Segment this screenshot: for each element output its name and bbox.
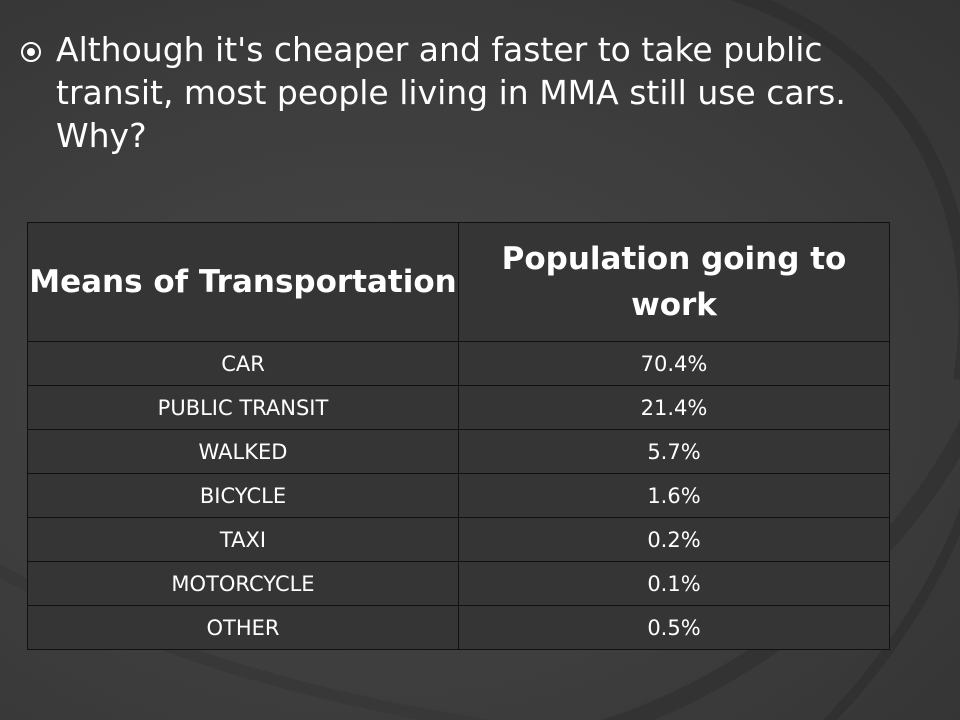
share-cell: 21.4% (458, 385, 890, 430)
table-row: PUBLIC TRANSIT 21.4% (27, 385, 890, 430)
mode-cell: BICYCLE (27, 473, 459, 518)
header-population-going-to-work: Population going to work (458, 222, 890, 342)
bullet-point: Although it's cheaper and faster to take… (20, 28, 920, 157)
share-cell: 70.4% (458, 341, 890, 386)
mode-cell: CAR (27, 341, 459, 386)
transportation-table: Means of Transportation Population going… (27, 222, 890, 650)
table-row: BICYCLE 1.6% (27, 473, 890, 518)
share-cell: 0.2% (458, 517, 890, 562)
header-means-of-transportation: Means of Transportation (27, 222, 459, 342)
table-row: MOTORCYCLE 0.1% (27, 561, 890, 606)
bullet-text: Although it's cheaper and faster to take… (56, 30, 846, 155)
table-row: WALKED 5.7% (27, 429, 890, 474)
table-row: CAR 70.4% (27, 341, 890, 386)
circled-dot-icon (21, 42, 41, 62)
mode-cell: WALKED (27, 429, 459, 474)
table-header-row: Means of Transportation Population going… (27, 222, 890, 342)
mode-cell: PUBLIC TRANSIT (27, 385, 459, 430)
table-row: OTHER 0.5% (27, 605, 890, 650)
table-row: TAXI 0.2% (27, 517, 890, 562)
share-cell: 5.7% (458, 429, 890, 474)
share-cell: 0.1% (458, 561, 890, 606)
share-cell: 1.6% (458, 473, 890, 518)
share-cell: 0.5% (458, 605, 890, 650)
mode-cell: TAXI (27, 517, 459, 562)
mode-cell: MOTORCYCLE (27, 561, 459, 606)
mode-cell: OTHER (27, 605, 459, 650)
